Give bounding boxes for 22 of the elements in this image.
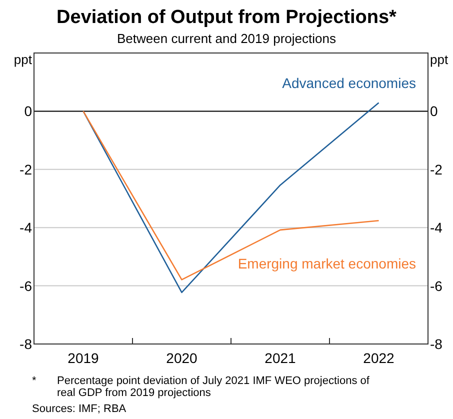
x-tick-label: 2019 <box>68 350 100 366</box>
x-tick-label: 2022 <box>363 350 395 366</box>
y2-axis-title: ppt <box>430 52 448 67</box>
y2-tick-label: -6 <box>430 278 443 294</box>
y-tick-label: -6 <box>20 278 32 294</box>
y2-tick-label: -2 <box>430 161 443 178</box>
text: Advanced economies <box>282 74 416 91</box>
text: * Percentage point deviation of July 2021 IMF WEO projections of real GDP from 2019 projections <box>32 375 370 399</box>
chart-subtitle: Between current and 2019 projections <box>117 31 336 46</box>
chart-title: Deviation of Output from Projections* <box>56 7 398 28</box>
y2-tick-label: -4 <box>430 220 443 236</box>
y2-tick-label: 0 <box>430 103 438 120</box>
y-tick-label: 0 <box>24 103 32 120</box>
series-label: Emerging market economies <box>238 256 416 272</box>
source-note: Sources: IMF; RBA <box>32 403 127 415</box>
y-tick-label: -4 <box>20 220 32 236</box>
y-tick-label: -8 <box>20 336 32 352</box>
x-tick-label: 2020 <box>166 350 198 366</box>
y-tick-label: -2 <box>20 161 32 178</box>
x-tick-label: 2021 <box>264 350 296 366</box>
y2-tick-label: -8 <box>430 336 443 352</box>
y-axis-title: ppt <box>14 52 32 67</box>
